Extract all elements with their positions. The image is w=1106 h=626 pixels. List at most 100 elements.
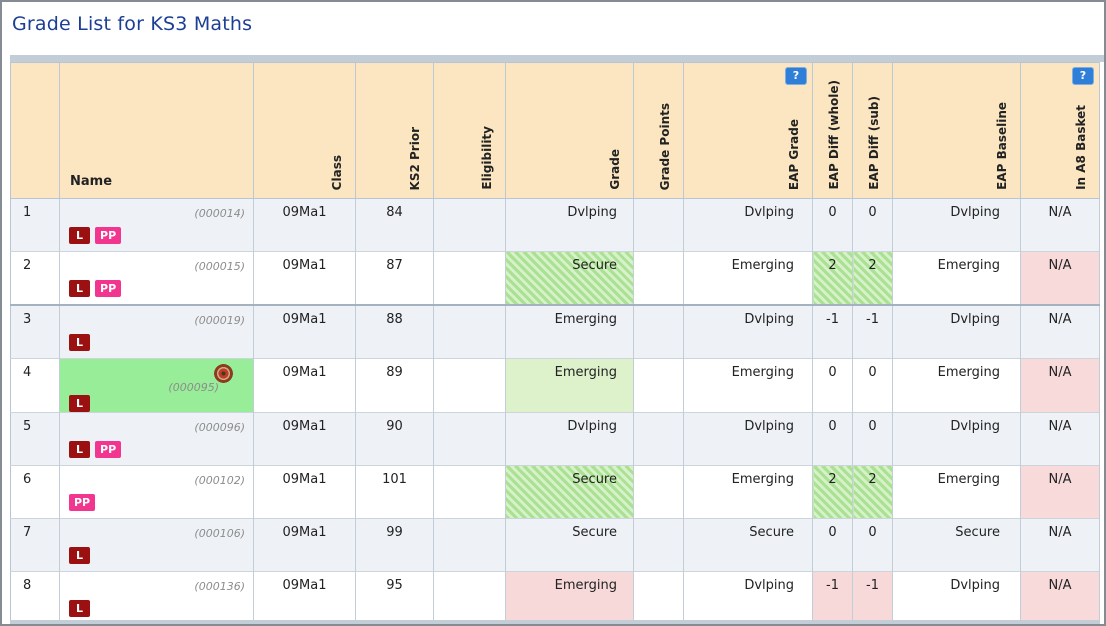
grade-cell[interactable]: Dvlping [505,412,634,466]
eap-diff-sub-cell: -1 [852,571,893,624]
in-a8-basket-cell: N/A [1020,304,1100,359]
ks2-prior-cell: 95 [355,571,434,624]
header-eligibility[interactable]: Eligibility [433,62,506,199]
student-id: (000015) [194,259,245,273]
eap-baseline-cell: Dvlping [892,304,1021,359]
eap-baseline-cell: Secure [892,518,1021,572]
header-eap-grade[interactable]: ? EAP Grade [683,62,813,199]
header-eap-diff-sub[interactable]: EAP Diff (sub) [852,62,893,199]
row-number-cell: 5 [10,412,60,466]
header-eap-diff-sub-label: EAP Diff (sub) [867,96,881,190]
badge-l: L [69,547,91,564]
eligibility-cell [433,251,506,305]
header-grade[interactable]: Grade [505,62,634,199]
table-row: 7 (000106) L 09Ma1 99 Secure Secure 0 0 … [10,518,1100,572]
student-id: (000096) [194,420,245,434]
grade-cell[interactable]: Emerging [505,358,634,413]
grade-cell[interactable]: Emerging [505,571,634,624]
class-cell: 09Ma1 [253,412,356,466]
grade-cell[interactable]: Secure [505,518,634,572]
student-badges: L PP [69,227,245,244]
student-id: (000095) [168,381,219,394]
in-a8-basket-cell: N/A [1020,412,1100,466]
student-id: (000102) [194,473,245,487]
eap-diff-sub-cell: 2 [852,251,893,305]
eap-grade-cell: Emerging [683,251,813,305]
class-cell: 09Ma1 [253,198,356,252]
header-ks2-prior-label: KS2 Prior [408,126,422,190]
eap-baseline-cell: Dvlping [892,412,1021,466]
header-grade-points[interactable]: Grade Points [633,62,684,199]
header-eap-diff-whole[interactable]: EAP Diff (whole) [812,62,853,199]
student-name-cell: (000015) L PP [59,251,254,305]
header-class[interactable]: Class [253,62,356,199]
eap-baseline-cell: Dvlping [892,571,1021,624]
eligibility-cell [433,571,506,624]
eap-baseline-cell: Emerging [892,465,1021,519]
grade-points-cell [633,412,684,466]
ks2-prior-cell: 90 [355,412,434,466]
eap-diff-whole-cell: 2 [812,251,853,305]
ks2-prior-cell: 89 [355,358,434,413]
row-number-cell: 2 [10,251,60,305]
student-badges: L [69,547,245,564]
header-eap-baseline[interactable]: EAP Baseline [892,62,1021,199]
in-a8-basket-cell: N/A [1020,571,1100,624]
in-a8-basket-cell: N/A [1020,198,1100,252]
table-row: 1 (000014) L PP 09Ma1 84 Dvlping Dvlping … [10,198,1100,252]
in-a8-basket-help-icon[interactable]: ? [1072,67,1094,85]
student-id: (000136) [194,579,245,593]
student-badges: L [69,395,245,412]
header-ks2-prior[interactable]: KS2 Prior [355,62,434,199]
header-in-a8-basket[interactable]: ? In A8 Basket [1020,62,1100,199]
eap-diff-sub-cell: -1 [852,304,893,359]
eap-grade-cell: Emerging [683,358,813,413]
header-name-label: Name [70,174,113,189]
badge-l: L [69,334,91,351]
eap-diff-whole-cell: 0 [812,358,853,413]
row-number-cell: 3 [10,304,60,359]
class-cell: 09Ma1 [253,251,356,305]
student-badges: PP [69,494,245,511]
ks2-prior-cell: 84 [355,198,434,252]
grade-cell[interactable]: Emerging [505,304,634,359]
eap-grade-help-icon[interactable]: ? [785,67,807,85]
eligibility-cell [433,465,506,519]
eap-diff-whole-cell: -1 [812,571,853,624]
grade-points-cell [633,571,684,624]
badge-l: L [69,395,91,412]
header-in-a8-basket-label: In A8 Basket [1074,105,1088,190]
badge-l: L [69,600,91,617]
grade-cell[interactable]: Dvlping [505,198,634,252]
header-name[interactable]: Name [59,62,254,199]
header-eligibility-label: Eligibility [480,126,494,190]
eap-diff-sub-cell: 0 [852,518,893,572]
header-row: Name Class KS2 Prior Eligibility Grade G… [10,62,1100,199]
grade-cell[interactable]: Secure [505,251,634,305]
badge-pp: PP [95,227,122,244]
table-bottom-scrollbar-track [10,620,1099,624]
eap-grade-cell: Secure [683,518,813,572]
grade-table-body: 1 (000014) L PP 09Ma1 84 Dvlping Dvlping … [10,198,1100,624]
student-name-cell: (000136) L [59,571,254,624]
grade-cell[interactable]: Secure [505,465,634,519]
eap-diff-sub-cell: 0 [852,358,893,413]
table-row: 2 (000015) L PP 09Ma1 87 Secure Emerging … [10,251,1100,305]
badge-pp: PP [69,494,96,511]
grade-points-cell [633,465,684,519]
eap-diff-whole-cell: -1 [812,304,853,359]
table-row: 6 (000102) PP 09Ma1 101 Secure Emerging … [10,465,1100,519]
class-cell: 09Ma1 [253,518,356,572]
student-name-cell: (000102) PP [59,465,254,519]
grade-points-cell [633,304,684,359]
in-a8-basket-cell: N/A [1020,465,1100,519]
ks2-prior-cell: 99 [355,518,434,572]
eap-diff-whole-cell: 0 [812,518,853,572]
badge-pp: PP [95,441,122,458]
student-name-cell: (000019) L [59,304,254,359]
badge-l: L [69,441,91,458]
student-badges: L PP [69,280,245,297]
table-row: 3 (000019) L 09Ma1 88 Emerging Dvlping -… [10,304,1100,359]
eap-diff-sub-cell: 2 [852,465,893,519]
